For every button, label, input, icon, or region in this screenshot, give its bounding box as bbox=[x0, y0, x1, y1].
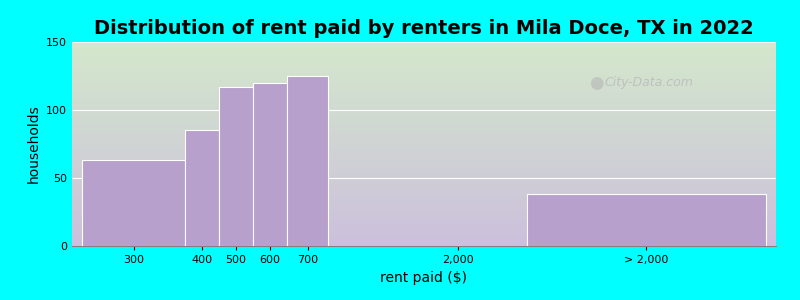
Bar bbox=[287, 76, 328, 246]
Title: Distribution of rent paid by renters in Mila Doce, TX in 2022: Distribution of rent paid by renters in … bbox=[94, 19, 754, 38]
Bar bbox=[219, 87, 253, 246]
Bar bbox=[82, 160, 185, 246]
Bar bbox=[185, 130, 219, 246]
Y-axis label: households: households bbox=[26, 105, 41, 183]
Text: ●: ● bbox=[590, 74, 604, 92]
Text: City-Data.com: City-Data.com bbox=[605, 76, 694, 89]
X-axis label: rent paid ($): rent paid ($) bbox=[381, 271, 467, 285]
Bar bbox=[526, 194, 766, 246]
Bar bbox=[253, 83, 287, 246]
